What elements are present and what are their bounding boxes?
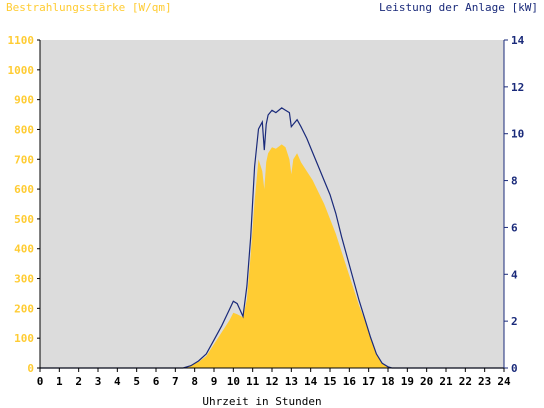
x-tick-label: 18 xyxy=(381,375,394,388)
irradiance-area xyxy=(40,144,504,368)
x-tick-label: 1 xyxy=(56,375,63,388)
y-left-tick-label: 0 xyxy=(27,362,34,375)
y-left-tick-label: 1000 xyxy=(8,64,35,77)
y-left-tick-label: 900 xyxy=(14,94,34,107)
y-left-tick-label: 100 xyxy=(14,332,34,345)
y-right-tick-label: 6 xyxy=(511,221,518,234)
x-tick-label: 10 xyxy=(227,375,240,388)
y-right-tick-label: 10 xyxy=(511,128,524,141)
y-right-tick-label: 8 xyxy=(511,175,518,188)
right-axis-label: Leistung der Anlage [kW] xyxy=(379,1,538,14)
y-right-tick-label: 4 xyxy=(511,268,518,281)
x-tick-label: 21 xyxy=(439,375,453,388)
y-left-tick-label: 300 xyxy=(14,273,34,286)
y-left-tick-label: 800 xyxy=(14,123,34,136)
y-left-tick-label: 600 xyxy=(14,183,34,196)
x-tick-label: 4 xyxy=(114,375,121,388)
x-tick-label: 0 xyxy=(37,375,44,388)
x-tick-label: 23 xyxy=(478,375,491,388)
y-left-tick-label: 500 xyxy=(14,213,34,226)
ticks-layer: 0100200300400500600700800900100011000246… xyxy=(8,34,525,388)
y-left-tick-label: 200 xyxy=(14,302,34,315)
y-left-tick-label: 400 xyxy=(14,243,34,256)
x-tick-label: 9 xyxy=(211,375,218,388)
x-tick-label: 16 xyxy=(343,375,357,388)
left-axis-label: Bestrahlungsstärke [W/qm] xyxy=(6,1,172,14)
power-line xyxy=(40,107,504,369)
x-tick-label: 6 xyxy=(153,375,160,388)
x-tick-label: 20 xyxy=(420,375,433,388)
y-left-tick-label: 700 xyxy=(14,153,34,166)
x-tick-label: 8 xyxy=(191,375,198,388)
x-tick-label: 13 xyxy=(285,375,298,388)
y-left-tick-label: 1100 xyxy=(8,34,35,47)
x-tick-label: 22 xyxy=(459,375,472,388)
x-tick-label: 3 xyxy=(95,375,102,388)
y-right-tick-label: 12 xyxy=(511,81,524,94)
x-tick-label: 12 xyxy=(265,375,278,388)
x-tick-label: 15 xyxy=(323,375,336,388)
y-right-tick-label: 2 xyxy=(511,315,518,328)
x-tick-label: 19 xyxy=(401,375,414,388)
x-tick-label: 7 xyxy=(172,375,179,388)
series-layer xyxy=(40,107,504,369)
x-tick-label: 2 xyxy=(75,375,82,388)
x-axis-label: Uhrzeit in Stunden xyxy=(202,395,321,408)
x-tick-label: 24 xyxy=(497,375,511,388)
x-tick-label: 17 xyxy=(362,375,375,388)
x-tick-label: 11 xyxy=(246,375,260,388)
x-tick-label: 14 xyxy=(304,375,318,388)
y-right-tick-label: 0 xyxy=(511,362,518,375)
x-tick-label: 5 xyxy=(133,375,140,388)
y-right-tick-label: 14 xyxy=(511,34,525,47)
